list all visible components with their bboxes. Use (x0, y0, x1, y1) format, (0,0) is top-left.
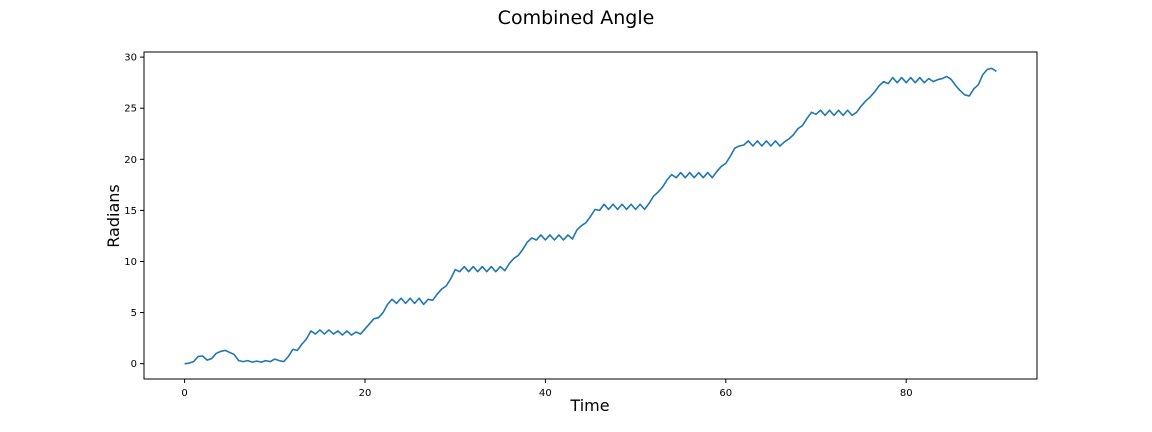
x-tick-label: 40 (539, 388, 552, 399)
axis-ticks: 0 20 40 60 80 0 5 10 15 20 25 30 (124, 53, 912, 399)
y-tick-label: 0 (131, 359, 137, 370)
y-tick-label: 30 (124, 53, 137, 64)
x-tick-label: 20 (359, 388, 372, 399)
series-group (184, 67, 997, 365)
x-tick-label: 0 (181, 388, 187, 399)
y-tick-label: 5 (131, 308, 137, 319)
y-tick-label: 20 (124, 155, 137, 166)
y-tick-label: 25 (124, 104, 137, 115)
x-tick-label: 60 (719, 388, 732, 399)
y-tick-label: 15 (124, 206, 137, 217)
x-tick-label: 80 (900, 388, 913, 399)
series-line (184, 67, 997, 365)
x-axis-label: Time (569, 396, 609, 415)
chart-title: Combined Angle (498, 7, 655, 29)
y-tick-label: 10 (124, 257, 137, 268)
plot-area-frame (143, 51, 1038, 380)
y-axis-label: Radians (104, 184, 123, 247)
